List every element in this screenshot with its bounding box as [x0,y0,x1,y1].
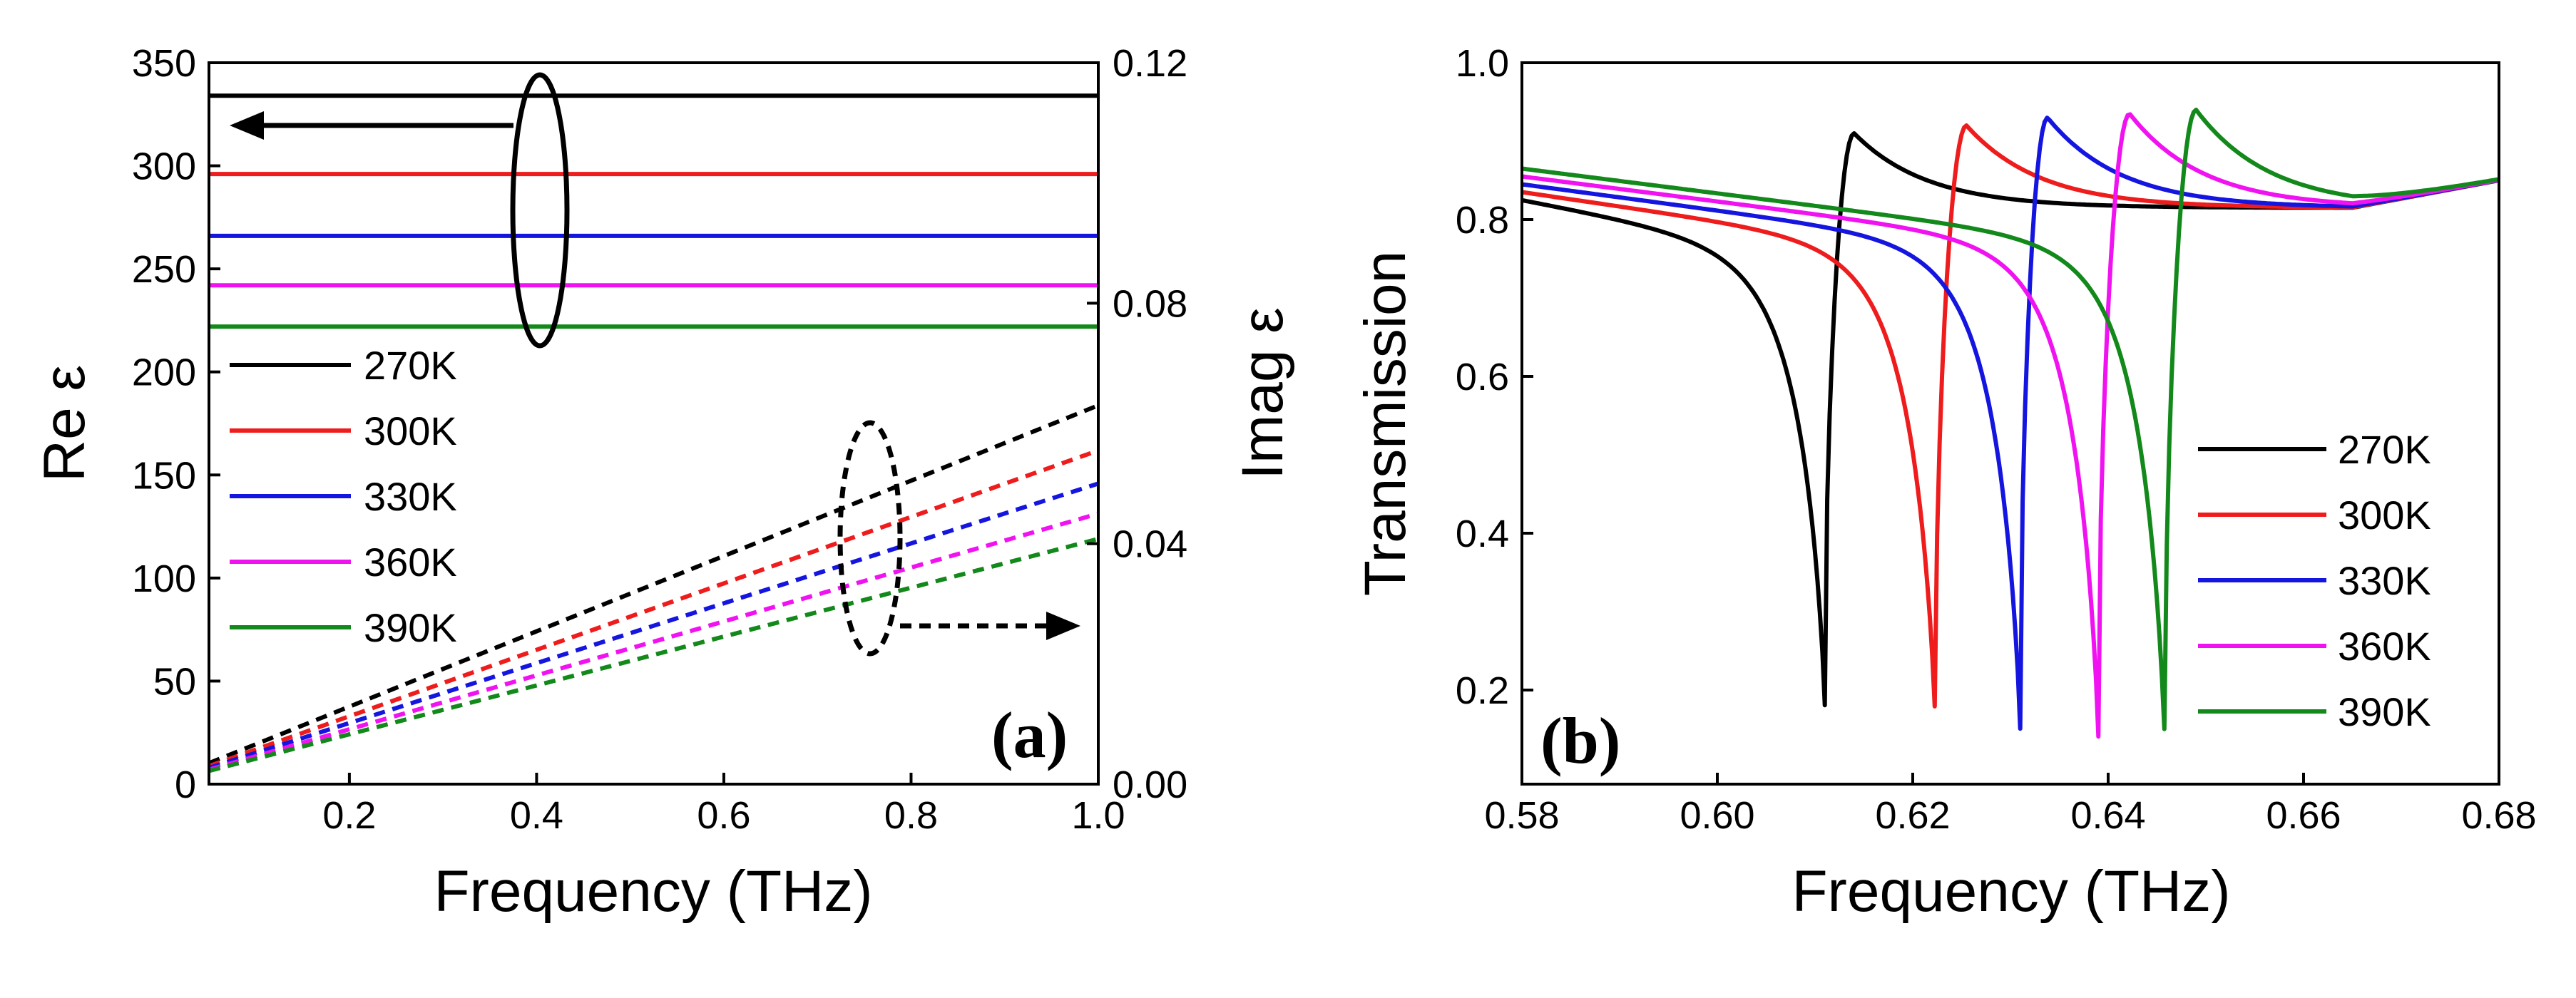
re-eps-ellipse [510,72,570,349]
b-x-tick-label: 0.66 [2266,794,2341,837]
a-x-tick-label: 0.8 [884,794,938,837]
b-legend-label: 300K [2338,493,2431,537]
a-x-tick-label: 0.2 [322,794,376,837]
b-y-tick-label: 0.6 [1456,356,1509,398]
panel-a-y-label-right: Imag ε [1230,307,1295,480]
b-x-tick-label: 0.62 [1875,794,1950,837]
b-y-tick-label: 0.4 [1456,513,1509,555]
a-y-tick-label-left: 50 [153,660,196,703]
panel-a-label: (a) [991,699,1068,771]
imag-eps-ellipse [837,420,903,657]
a-legend-label: 330K [364,474,457,519]
a-y-tick-label-left: 250 [132,248,196,291]
b-y-tick-label: 1.0 [1456,42,1509,85]
panel-b-x-label: Frequency (THz) [1792,859,2230,924]
panel-b-legend: 270K 300K 330K 360K 390K [2198,427,2431,734]
transmission-curve-330K [1521,115,2500,731]
b-legend-label: 390K [2338,689,2431,734]
a-y-tick-label-left: 300 [132,145,196,188]
transmission-curve-360K [1521,112,2500,739]
a-y-tick-label-right: 0.12 [1113,42,1187,85]
panel-a-x-label: Frequency (THz) [434,859,872,924]
a-y-tick-label-left: 0 [175,763,196,806]
a-x-tick-label: 0.4 [510,794,563,837]
imag-eps-line-270K [208,403,1100,766]
panel-b-label: (b) [1540,704,1620,777]
b-legend-label: 360K [2338,624,2431,669]
imag-eps-arrowhead [1046,612,1080,640]
imag-eps-line-300K [208,448,1100,768]
a-legend-label: 300K [364,408,457,453]
a-y-tick-label-left: 100 [132,557,196,600]
b-y-tick-label: 0.2 [1456,669,1509,712]
a-x-tick-label: 1.0 [1071,794,1125,837]
a-legend-label: 270K [364,343,457,388]
a-y-tick-label-left: 200 [132,351,196,394]
re-eps-arrowhead [230,111,264,140]
b-x-tick-label: 0.60 [1680,794,1754,837]
imag-eps-line-360K [208,511,1099,772]
panel-b: 0.58 0.60 0.62 0.64 0.66 0.680.20.40.60.81.0 … [1353,42,2537,924]
panel-b-ticks: 0.58 0.60 0.62 0.64 0.66 0.68 0.2 0.4 0.6 0.8 1.0 [1456,42,2537,837]
a-y-tick-label-right: 0.08 [1113,282,1187,325]
a-x-tick-label: 0.6 [697,794,750,837]
b-x-tick-label: 0.68 [2461,794,2536,837]
b-x-tick-label: 0.58 [1484,794,1559,837]
b-x-tick-label: 0.64 [2070,794,2145,837]
panel-a-legend: 270K 300K 330K 360K 390K [230,343,457,650]
panel-b-series [1521,108,2500,739]
panel-a-frame [208,61,1100,786]
b-y-tick-label: 0.8 [1456,199,1509,242]
a-legend-label: 390K [364,605,457,650]
b-legend-label: 330K [2338,558,2431,603]
a-y-tick-label-right: 0.00 [1113,763,1187,806]
panel-a-series [208,93,1100,773]
a-y-tick-label-left: 150 [132,454,196,497]
transmission-curve-390K [1521,108,2500,731]
panel-b-y-label: Transmission [1353,251,1418,597]
a-y-tick-label-left: 350 [132,42,196,85]
a-y-tick-label-right: 0.04 [1113,523,1187,566]
a-legend-label: 360K [364,540,457,585]
b-legend-label: 270K [2338,427,2431,472]
panel-b-frame [1520,61,2500,786]
panel-a-ticks: 0.2 0.4 0.6 0.8 1.0 0 50 100 150 200 250 300 350 0.00… [132,42,1187,837]
imag-eps-line-330K [208,481,1099,771]
panel-a-y-label-left: Re ε [32,365,97,482]
